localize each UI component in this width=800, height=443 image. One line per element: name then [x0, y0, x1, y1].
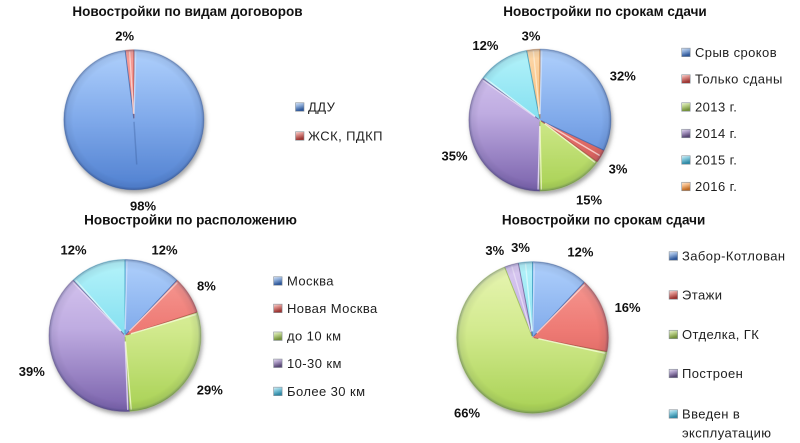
svg-text:Более 30 км: Более 30 км	[287, 384, 365, 399]
svg-text:12%: 12%	[567, 245, 593, 260]
svg-text:39%: 39%	[19, 364, 45, 379]
svg-text:Москва: Москва	[287, 274, 334, 289]
svg-text:Новая Москва: Новая Москва	[287, 301, 378, 316]
svg-text:29%: 29%	[197, 383, 223, 398]
svg-text:12%: 12%	[60, 243, 86, 258]
svg-text:Новостройки по расположению: Новостройки по расположению	[84, 213, 297, 228]
svg-text:2014 г.: 2014 г.	[695, 126, 737, 141]
svg-text:2016 г.: 2016 г.	[695, 179, 737, 194]
svg-text:8%: 8%	[197, 279, 216, 294]
svg-text:15%: 15%	[576, 193, 602, 208]
svg-text:Введен в: Введен в	[682, 407, 740, 422]
svg-text:эксплуатацию: эксплуатацию	[682, 426, 771, 441]
svg-text:Только сданы: Только сданы	[695, 72, 783, 87]
svg-text:98%: 98%	[130, 199, 156, 214]
svg-text:16%: 16%	[615, 300, 641, 315]
svg-text:Новостройки по срокам сдачи: Новостройки по срокам сдачи	[502, 213, 705, 228]
svg-text:ЖСК, ПДКП: ЖСК, ПДКП	[308, 129, 383, 144]
svg-text:2015 г.: 2015 г.	[695, 153, 737, 168]
svg-text:12%: 12%	[472, 38, 498, 53]
svg-text:Отделка, ГК: Отделка, ГК	[682, 327, 759, 342]
svg-text:10-30 км: 10-30 км	[287, 356, 342, 371]
svg-text:Этажи: Этажи	[682, 288, 722, 303]
svg-text:3%: 3%	[522, 29, 541, 44]
svg-text:2%: 2%	[115, 28, 134, 43]
svg-text:Новостройки по видам договоров: Новостройки по видам договоров	[72, 4, 302, 19]
svg-text:12%: 12%	[151, 243, 177, 258]
svg-text:32%: 32%	[610, 69, 636, 84]
svg-text:ДДУ: ДДУ	[308, 100, 336, 115]
svg-text:3%: 3%	[609, 162, 628, 177]
svg-text:до 10 км: до 10 км	[287, 329, 341, 344]
svg-text:Забор-Котлован: Забор-Котлован	[682, 249, 786, 264]
svg-text:Построен: Построен	[682, 366, 743, 381]
svg-text:35%: 35%	[441, 149, 467, 164]
svg-text:3%: 3%	[511, 240, 530, 255]
svg-text:Новостройки по срокам сдачи: Новостройки по срокам сдачи	[503, 4, 706, 19]
svg-text:66%: 66%	[454, 406, 480, 421]
svg-text:2013 г.: 2013 г.	[695, 100, 737, 115]
svg-text:Срыв сроков: Срыв сроков	[695, 45, 777, 60]
svg-text:3%: 3%	[485, 243, 504, 258]
